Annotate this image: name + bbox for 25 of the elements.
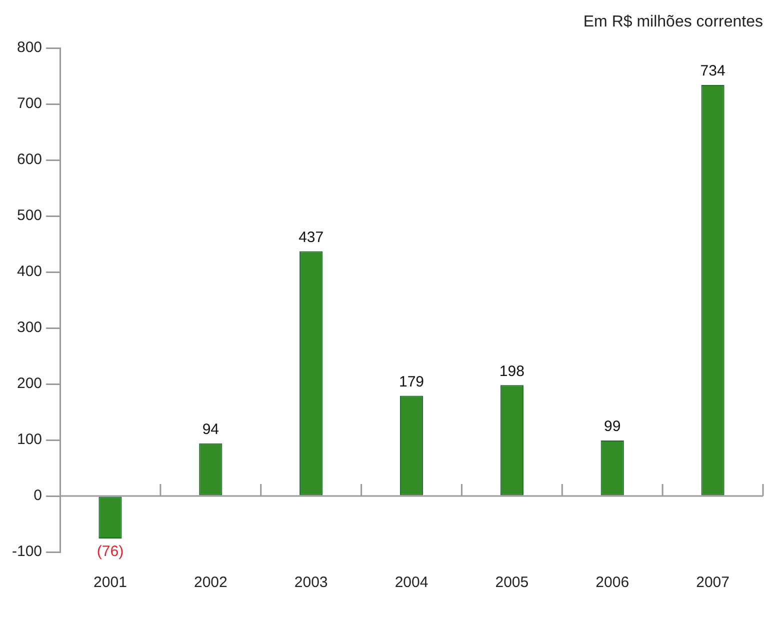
chart-subtitle: Em R$ milhões correntes (583, 13, 763, 30)
data-label: 198 (499, 362, 524, 380)
y-tick-label: 200 (16, 375, 42, 392)
y-tick-label: 300 (16, 319, 42, 336)
x-tick-label: 2005 (495, 574, 529, 592)
y-tick-label: 800 (16, 39, 42, 56)
data-label: (76) (96, 543, 124, 560)
data-label: 179 (398, 373, 424, 390)
x-tick-label: 2002 (194, 574, 228, 592)
x-tick-label: 2006 (596, 574, 630, 592)
y-tick-label: 500 (16, 207, 42, 224)
data-label: 437 (298, 228, 324, 246)
x-tick-label: 2004 (394, 574, 428, 592)
data-label: 99 (604, 418, 621, 436)
y-tick-label: 100 (16, 431, 42, 448)
x-tick-label: 2007 (696, 574, 730, 592)
y-tick-label: -100 (12, 543, 42, 560)
y-tick-label: 0 (34, 487, 42, 504)
y-tick-label: 400 (16, 263, 42, 280)
data-label: 734 (700, 62, 726, 80)
x-tick-label: 2001 (94, 574, 127, 592)
y-tick-label: 700 (16, 95, 42, 112)
data-label: 94 (202, 421, 220, 438)
y-tick-label: 600 (16, 151, 42, 168)
x-tick-label: 2003 (294, 574, 328, 592)
